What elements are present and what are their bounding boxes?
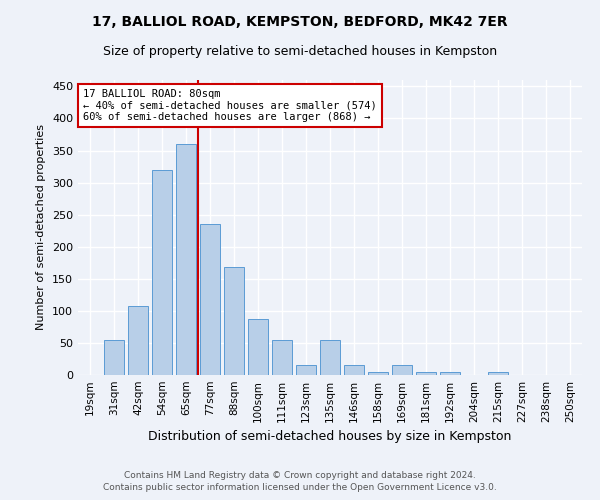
Bar — [392, 366, 412, 375]
X-axis label: Distribution of semi-detached houses by size in Kempston: Distribution of semi-detached houses by … — [148, 430, 512, 444]
Bar — [104, 340, 124, 375]
Bar — [368, 372, 388, 375]
Bar — [152, 170, 172, 375]
Bar — [296, 366, 316, 375]
Y-axis label: Number of semi-detached properties: Number of semi-detached properties — [37, 124, 46, 330]
Bar — [272, 340, 292, 375]
Bar — [128, 306, 148, 375]
Text: 17, BALLIOL ROAD, KEMPSTON, BEDFORD, MK42 7ER: 17, BALLIOL ROAD, KEMPSTON, BEDFORD, MK4… — [92, 15, 508, 29]
Bar — [248, 318, 268, 375]
Bar — [488, 372, 508, 375]
Bar — [200, 224, 220, 375]
Text: Contains HM Land Registry data © Crown copyright and database right 2024.: Contains HM Land Registry data © Crown c… — [124, 471, 476, 480]
Text: 17 BALLIOL ROAD: 80sqm
← 40% of semi-detached houses are smaller (574)
60% of se: 17 BALLIOL ROAD: 80sqm ← 40% of semi-det… — [83, 89, 377, 122]
Text: Size of property relative to semi-detached houses in Kempston: Size of property relative to semi-detach… — [103, 45, 497, 58]
Bar — [344, 366, 364, 375]
Bar — [320, 340, 340, 375]
Bar — [224, 268, 244, 375]
Bar — [416, 372, 436, 375]
Bar — [440, 372, 460, 375]
Text: Contains public sector information licensed under the Open Government Licence v3: Contains public sector information licen… — [103, 484, 497, 492]
Bar — [176, 144, 196, 375]
